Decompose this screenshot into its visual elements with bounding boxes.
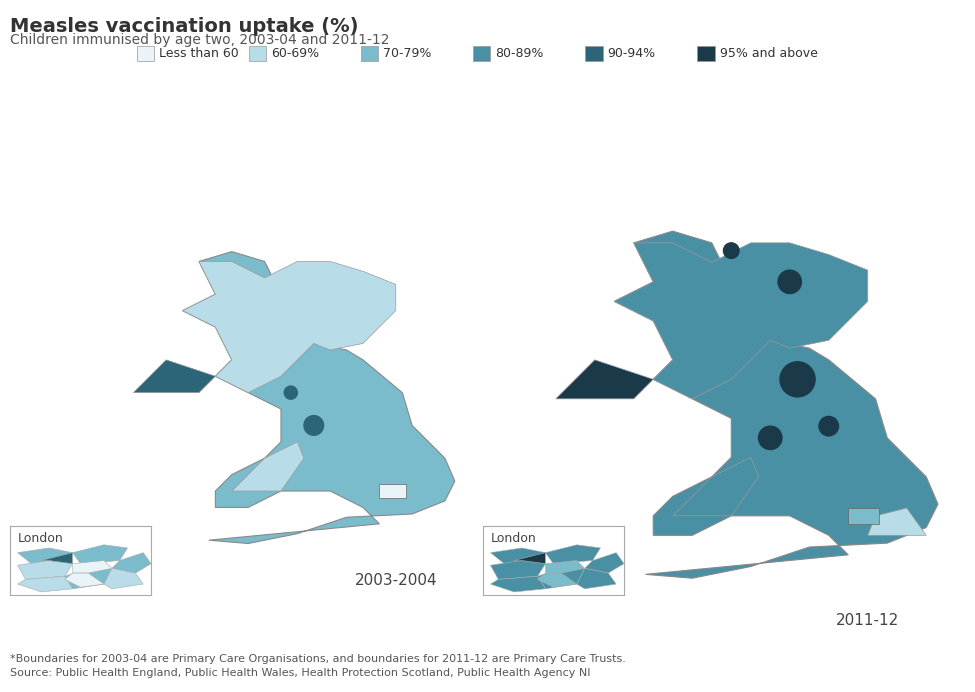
Polygon shape — [182, 252, 454, 543]
Polygon shape — [577, 568, 616, 589]
Text: 2011-12: 2011-12 — [837, 613, 899, 628]
Text: London: London — [490, 532, 536, 545]
Polygon shape — [537, 568, 585, 589]
Polygon shape — [585, 553, 624, 573]
Circle shape — [819, 417, 838, 436]
Text: London: London — [18, 532, 63, 545]
Polygon shape — [537, 573, 577, 588]
Polygon shape — [614, 243, 868, 399]
Circle shape — [759, 426, 782, 450]
Circle shape — [780, 362, 815, 397]
Circle shape — [304, 416, 324, 435]
Polygon shape — [72, 561, 112, 573]
Polygon shape — [545, 545, 601, 564]
Text: Less than 60: Less than 60 — [159, 47, 239, 60]
Text: 90-94%: 90-94% — [607, 47, 655, 60]
Text: 95% and above: 95% and above — [720, 47, 817, 60]
Polygon shape — [490, 561, 545, 579]
Polygon shape — [72, 545, 128, 564]
Polygon shape — [18, 576, 72, 592]
Polygon shape — [232, 441, 304, 491]
Polygon shape — [64, 573, 104, 588]
Polygon shape — [614, 231, 938, 579]
Polygon shape — [182, 262, 396, 392]
Circle shape — [285, 386, 297, 399]
Circle shape — [723, 243, 739, 258]
Polygon shape — [64, 568, 112, 589]
Text: 2003-2004: 2003-2004 — [355, 573, 437, 588]
Polygon shape — [514, 553, 545, 564]
Text: 60-69%: 60-69% — [271, 47, 319, 60]
Polygon shape — [18, 561, 72, 579]
Text: 70-79%: 70-79% — [383, 47, 432, 60]
Polygon shape — [41, 553, 72, 564]
Polygon shape — [134, 360, 215, 392]
Polygon shape — [848, 508, 879, 524]
Text: Source: Public Health England, Public Health Wales, Health Protection Scotland, : Source: Public Health England, Public He… — [10, 668, 590, 677]
Polygon shape — [112, 553, 151, 573]
Polygon shape — [104, 568, 143, 589]
Text: 80-89%: 80-89% — [495, 47, 544, 60]
Polygon shape — [868, 508, 926, 536]
Polygon shape — [673, 457, 759, 516]
Polygon shape — [490, 576, 545, 592]
Polygon shape — [18, 548, 72, 565]
Text: *Boundaries for 2003-04 are Primary Care Organisations, and boundaries for 2011-: *Boundaries for 2003-04 are Primary Care… — [10, 654, 626, 664]
Text: Measles vaccination uptake (%): Measles vaccination uptake (%) — [10, 17, 358, 36]
Polygon shape — [556, 360, 653, 399]
Polygon shape — [379, 484, 406, 498]
Polygon shape — [545, 561, 585, 573]
Polygon shape — [490, 548, 545, 565]
Circle shape — [778, 270, 801, 293]
Text: Children immunised by age two, 2003-04 and 2011-12: Children immunised by age two, 2003-04 a… — [10, 33, 389, 47]
